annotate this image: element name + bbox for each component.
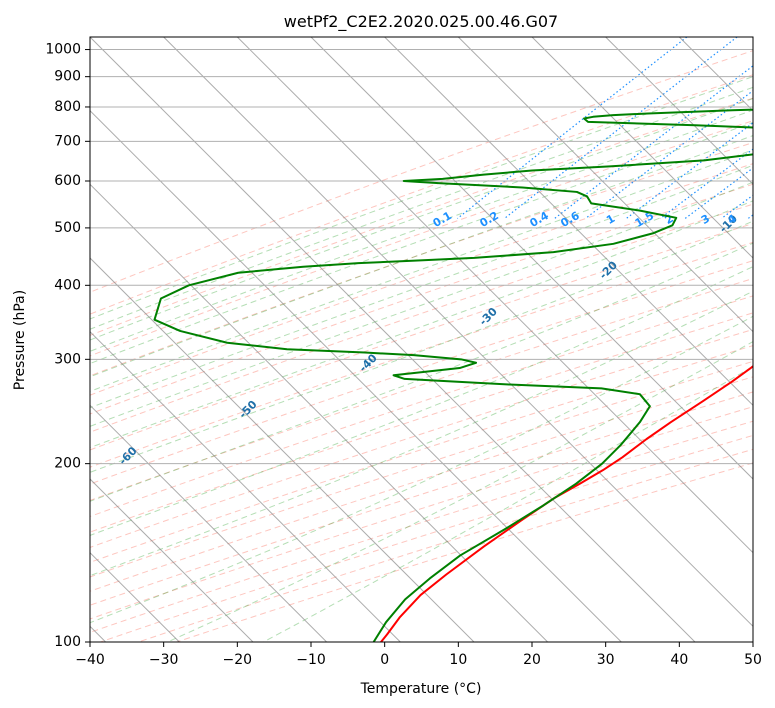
x-tick-label: 30	[597, 652, 615, 668]
moist-adiabat-line	[90, 86, 753, 330]
y-tick-label: 200	[54, 456, 81, 472]
x-tick-label: 20	[523, 652, 541, 668]
moist-adiabat-line	[90, 290, 753, 577]
skewed-isotherm-line	[605, 37, 753, 186]
skewed-isotherm-line	[90, 257, 475, 642]
skewed-isotherm-line	[90, 109, 622, 642]
dewpoint-profile-line	[153, 108, 753, 642]
plot-area	[90, 37, 753, 642]
moist-adiabat-line	[263, 365, 753, 642]
dry-adiabat-line	[90, 420, 753, 633]
skewed-isotherm-line	[236, 37, 753, 554]
temperature-profile-line	[380, 364, 753, 642]
moist-adiabat-line	[90, 97, 753, 341]
skewed-isotherm-line	[90, 330, 401, 642]
dry-adiabat-line	[90, 120, 753, 357]
skewed-isotherm-line	[310, 37, 753, 480]
x-tick-label: 10	[449, 652, 467, 668]
x-axis-title: Temperature (°C)	[360, 681, 482, 697]
dry-adiabat-line	[90, 97, 753, 336]
skewed-isotherm-line	[384, 37, 753, 407]
y-axis: 100 200 300 400 500 600 700 800 900 1000	[45, 42, 90, 650]
y-tick-label: 400	[54, 277, 81, 293]
y-tick-label: 900	[54, 69, 81, 85]
x-tick-label: 40	[670, 652, 688, 668]
dry-adiabat-line	[138, 448, 753, 642]
dry-adiabat-line	[90, 50, 753, 293]
moist-adiabat-line	[90, 266, 753, 536]
skewed-isotherm-line	[90, 404, 328, 642]
moist-adiabat-line	[90, 181, 753, 427]
skewed-isotherm-line	[90, 478, 254, 642]
x-axis: −40 −30 −20 −10 0 10 20 30 40 50	[75, 642, 762, 668]
mixing-ratio-line	[554, 65, 753, 219]
y-tick-label: 800	[54, 99, 81, 115]
mixing-ratio-line	[504, 37, 738, 219]
x-tick-label: 50	[744, 652, 762, 668]
x-tick-label: 0	[380, 652, 389, 668]
y-tick-label: 300	[54, 351, 81, 367]
dry-adiabat-line	[90, 142, 753, 377]
skewed-isotherm-line	[457, 37, 753, 333]
skewed-isotherm-line	[531, 37, 753, 259]
y-tick-label: 1000	[45, 42, 81, 58]
moist-adiabat-line	[90, 76, 753, 320]
skewed-isotherm-line	[163, 37, 753, 628]
x-tick-label: −20	[223, 652, 253, 668]
dry-adiabat-line	[90, 328, 753, 548]
dry-adiabat-line	[90, 345, 753, 563]
dry-adiabat-line	[100, 434, 753, 642]
moist-adiabat-line	[90, 164, 753, 409]
mixing-ratio-line	[457, 37, 688, 219]
y-tick-label: 600	[54, 173, 81, 189]
chart-title: wetPf2_C2E2.2020.025.00.46.G07	[284, 12, 558, 32]
y-tick-label: 700	[54, 133, 81, 149]
series-layer	[153, 108, 753, 642]
skewed-isotherm-line	[90, 37, 696, 642]
grid-lines	[90, 37, 753, 642]
y-tick-label: 100	[54, 634, 81, 650]
x-tick-label: −40	[75, 652, 105, 668]
y-axis-title: Pressure (hPa)	[12, 290, 28, 390]
x-tick-label: −30	[149, 652, 179, 668]
plot-frame	[89, 36, 754, 643]
x-tick-label: −10	[296, 652, 326, 668]
y-tick-label: 500	[54, 220, 81, 236]
moist-adiabat-line	[90, 242, 753, 502]
moist-adiabat-line	[90, 315, 753, 624]
skewed-isotherm-line	[90, 183, 549, 642]
